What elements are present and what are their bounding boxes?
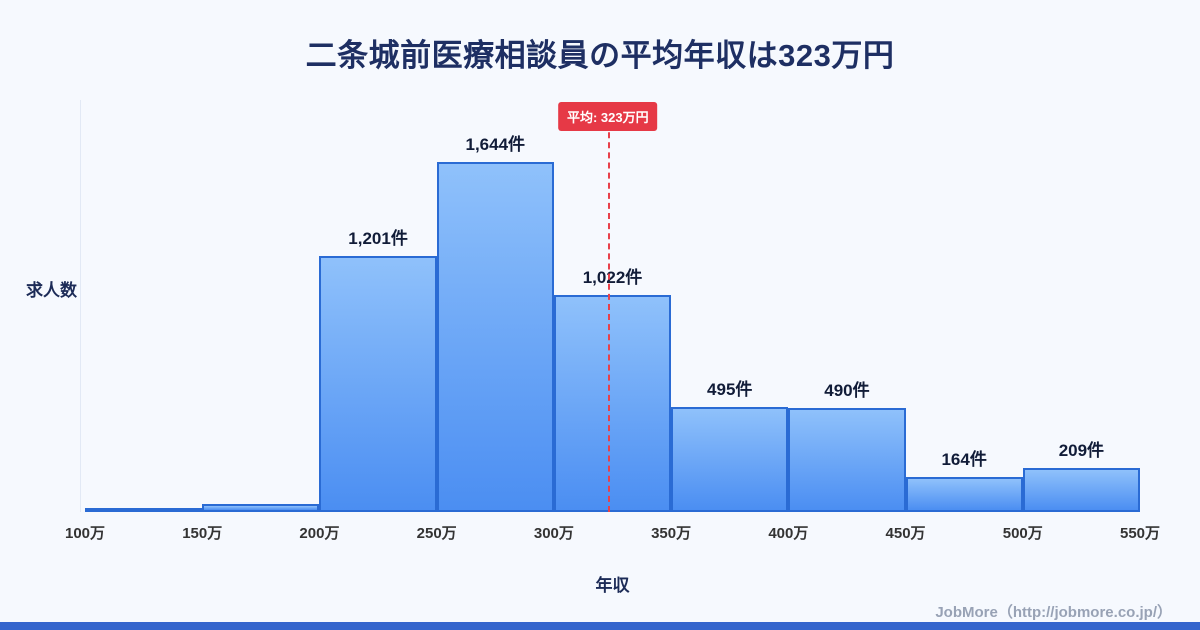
chart-title: 二条城前医療相談員の平均年収は323万円 [305, 38, 895, 73]
histogram-bar [319, 256, 437, 512]
x-tick-label: 500万 [1002, 525, 1043, 542]
histogram-bar [788, 407, 906, 512]
histogram-bar [202, 503, 320, 512]
y-axis-label: 求人数 [26, 281, 77, 300]
histogram-bar [905, 477, 1023, 512]
x-tick-label: 300万 [533, 525, 574, 542]
x-tick-label: 100万 [64, 525, 106, 542]
accent-strip [0, 622, 1200, 630]
x-tick-label: 250万 [416, 525, 457, 542]
bar-value-label: 1,644件 [465, 135, 526, 155]
bar-value-label: 1,022件 [582, 267, 643, 287]
histogram-bar [671, 406, 789, 512]
x-tick-label: 200万 [299, 525, 340, 542]
bar-value-label: 490件 [824, 380, 870, 400]
x-tick-label: 350万 [651, 525, 692, 542]
x-axis-ticks: 100万 150万 200万 250万 300万 350万 400万 450万 500万 550万 [65, 522, 1160, 542]
bar-value-label: 209件 [1058, 440, 1105, 460]
bar-value-label: 1,201件 [348, 229, 408, 249]
x-tick-label: 450万 [885, 525, 926, 542]
histogram-bar [1022, 467, 1140, 512]
histogram-bar [85, 508, 203, 512]
x-axis-label: 年収 [595, 576, 630, 595]
x-tick-label: 550万 [1119, 525, 1161, 542]
average-line [607, 112, 610, 512]
bar-value-label: 164件 [941, 450, 987, 470]
plot-area: 平均: 323万円 1,201件 1,644件 1,022件 495件 490件 164件… [85, 102, 1140, 512]
histogram-bar [436, 162, 554, 512]
average-badge: 平均: 323万円 [557, 102, 658, 131]
y-axis-line [80, 100, 81, 512]
histogram-bar [553, 294, 672, 512]
bar-value-label: 495件 [707, 379, 753, 399]
x-tick-label: 400万 [768, 525, 809, 542]
x-tick-label: 150万 [182, 525, 223, 542]
credit-text: JobMore（http://jobmore.co.jp/） [935, 604, 1172, 621]
